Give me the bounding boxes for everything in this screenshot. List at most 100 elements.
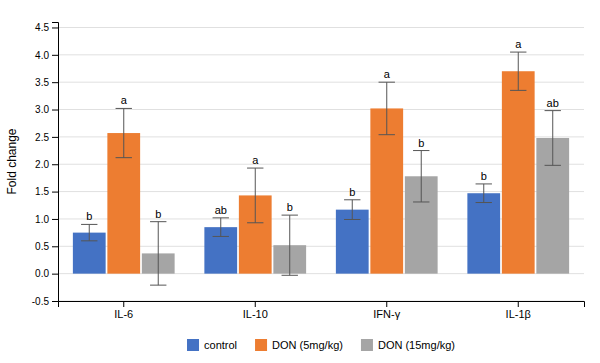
error-bar [213,218,229,237]
significance-label: a [515,38,522,50]
error-bar-line [552,111,553,166]
y-tick-mark [52,246,58,247]
y-tick: 3.0 [35,104,58,115]
error-bar [247,168,263,223]
legend-label: DON (5mg/kg) [272,339,343,351]
error-bar-cap [510,90,526,91]
error-bar [81,224,97,240]
significance-label: ab [547,97,559,109]
series [107,52,534,274]
significance-label: b [287,201,293,213]
error-bar-line [289,215,290,275]
significance-label: a [384,68,391,80]
error-bar-cap [413,201,429,202]
legend-label: DON (15mg/kg) [378,339,455,351]
error-bar-cap [213,217,229,218]
error-bar-cap [116,157,132,158]
x-tick: IL-6 [114,301,133,320]
y-tick-mark [52,27,58,28]
y-tick: 1.5 [35,186,58,197]
error-bar-cap [379,82,395,83]
error-bar [510,52,526,90]
y-tick-label: 3.5 [35,77,49,88]
y-tick: 3.5 [35,77,58,88]
y-axis-line [52,23,59,302]
x-tick-mark [255,301,256,307]
y-tick-mark [52,55,58,56]
y-tick-mark [52,219,58,220]
error-bar-cap [213,236,229,237]
error-bar [545,111,561,166]
significance-label: b [349,186,355,198]
y-tick-mark [52,301,58,302]
error-bar [282,215,298,275]
y-tick-mark [52,82,58,83]
y-tick-label: -0.5 [32,296,50,307]
significance-label: a [121,94,128,106]
error-bar-cap [476,202,492,203]
y-tick-label: 1.0 [35,214,49,225]
x-tick-label: IL-6 [114,308,133,320]
grid [58,27,584,301]
annotations: babbbaaaabbbab [86,38,559,222]
significance-label: b [418,137,424,149]
error-bar-line [352,200,353,220]
y-tick-label: 2.5 [35,132,49,143]
bar [467,193,500,273]
error-bar-cap [116,108,132,109]
legend-item: control [187,339,237,351]
error-bar-cap [413,150,429,151]
error-bar-cap [476,183,492,184]
error-bar-line [158,222,159,285]
error-bar-cap [545,110,561,111]
y-tick: 1.0 [35,214,58,225]
x-tick-label: IFN-γ [373,308,400,320]
y-tick: 2.5 [35,132,58,143]
y-tick: 0.0 [35,268,58,279]
error-bar-line [386,82,387,135]
error-bar [116,108,132,157]
error-bar-cap [379,134,395,135]
y-tick: 4.0 [35,50,58,61]
x-tick-label: IL-1β [506,308,531,320]
error-bar-line [220,218,221,237]
y-tick: 0.5 [35,241,58,252]
error-bar-cap [81,224,97,225]
legend-item: DON (15mg/kg) [361,339,455,351]
significance-label: a [252,154,259,166]
error-bar-cap [81,240,97,241]
error-bar [150,222,166,285]
significance-label: b [86,210,92,222]
error-bar-line [518,52,519,90]
y-tick-mark [52,110,58,111]
legend: control DON (5mg/kg) DON (15mg/kg) [187,339,455,351]
error-bar-cap [282,275,298,276]
y-tick-mark [52,137,58,138]
y-axis: -0.5 0.0 0.5 1.0 1.5 2.0 2.5 3.0 3.5 4.0 4.5 [32,22,59,307]
bar [336,210,369,274]
x-tick-mark [386,301,387,307]
x-tick: IL-10 [243,301,268,320]
x-axis: IL-6 IL-10 IFN-γ IL-1β [59,301,585,320]
error-bar-line [255,168,256,223]
y-tick-label: 2.0 [35,159,49,170]
error-bar [344,200,360,220]
error-bar-line [421,151,422,202]
significance-label: ab [215,204,227,216]
error-bar-line [483,184,484,203]
y-tick-label: 0.5 [35,241,49,252]
error-bar-cap [510,52,526,53]
y-tick-label: 3.0 [35,104,49,115]
error-bar-cap [247,168,263,169]
error-bar-cap [150,285,166,286]
error-bar [476,184,492,203]
y-axis-title: Fold change [5,128,19,194]
y-tick-label: 4.5 [35,22,49,33]
error-bar [379,82,395,135]
legend-swatch [187,339,199,351]
x-tick-label: IL-10 [243,308,268,320]
error-bar [413,151,429,202]
y-tick: 2.0 [35,159,58,170]
error-bar-cap [545,165,561,166]
marks [73,52,569,285]
